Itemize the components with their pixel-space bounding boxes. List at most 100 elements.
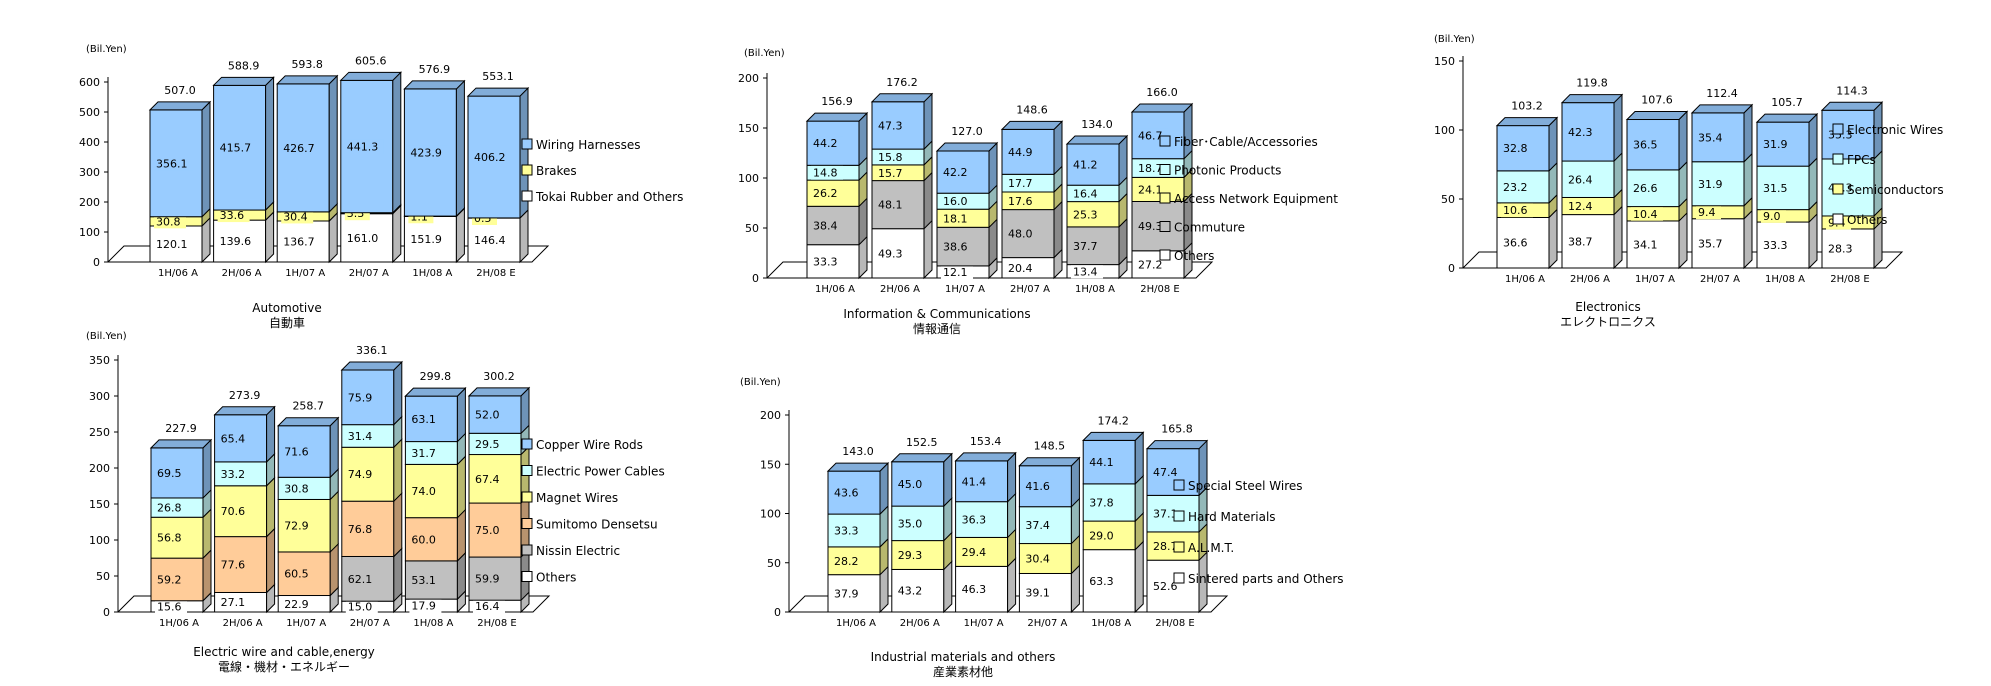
bar-total-label: 553.1 (482, 70, 514, 83)
bar-total-label: 103.2 (1511, 100, 1543, 113)
y-tick-label: 200 (79, 196, 100, 209)
x-tick-label: 2H/07 A (1700, 274, 1740, 285)
bar-total-label: 165.8 (1161, 423, 1193, 436)
data-label-bg (409, 598, 442, 613)
bar-top (826, 462, 890, 472)
legend: Special Steel Wires Hard Materials A.L.M.T… (1173, 479, 1344, 586)
legend-swatch (521, 138, 533, 150)
x-tick-label: 2H/06 A (900, 618, 940, 629)
legend-swatch (1173, 572, 1185, 584)
bar-segment-side (329, 416, 339, 479)
data-label: 26.2 (813, 187, 838, 200)
data-label-bg (218, 431, 251, 446)
data-label: 37.1 (1153, 508, 1178, 521)
data-label: 46.3 (962, 583, 987, 596)
data-label: 60.5 (284, 568, 309, 581)
legend-swatch (1832, 183, 1844, 195)
x-tick-label: 2H/08 E (1155, 618, 1194, 629)
data-label: 28.7 (1153, 540, 1178, 553)
legend-swatch (521, 164, 533, 176)
unit-label: (Bil.Yen) (86, 44, 127, 55)
bar-total-label: 114.3 (1836, 84, 1868, 97)
x-tick-label: 2H/08 E (1830, 274, 1869, 285)
data-label: 65.4 (221, 432, 246, 445)
unit-label: (Bil.Yen) (1434, 34, 1475, 45)
data-label: 77.6 (221, 559, 246, 572)
data-label-bg (1631, 181, 1663, 196)
data-label-bg (155, 465, 187, 480)
bar-segment-side (923, 219, 933, 280)
legend-label: Wiring Harnesses (536, 138, 640, 152)
bar-total-label: 588.9 (228, 59, 260, 72)
data-label: 56.8 (157, 532, 182, 545)
legend-swatch (1159, 192, 1171, 204)
bar-total-label: 258.7 (292, 400, 324, 413)
data-label-bg (281, 234, 321, 249)
y-tick-label: 100 (89, 534, 110, 547)
data-label: 37.9 (834, 587, 859, 600)
data-label-bg (876, 246, 908, 261)
data-label-bg (155, 599, 187, 614)
chart-automotive: 0 100 200 300 400 500 600 (Bil.Yen) 120.1 30.8 356… (79, 44, 683, 330)
data-label: 17.6 (1008, 195, 1033, 208)
bar-total-label: 507.0 (164, 84, 196, 97)
chart-electric-wire: 0 50 100 150 200 250 300 350 (Bil.Yen) 15.6 59.2 56… (86, 331, 665, 674)
data-label-bg (1023, 518, 1056, 533)
x-tick-label: 2H/06 A (880, 284, 920, 295)
y-tick-label: 0 (93, 256, 100, 269)
x-tick-label: 2H/08 E (477, 618, 516, 629)
legend-label: Magnet Wires (536, 491, 618, 505)
data-label-bg (941, 211, 973, 226)
bar-total-label: 176.2 (886, 76, 918, 89)
data-label: 44.2 (813, 137, 838, 150)
data-label: 52.0 (475, 409, 500, 422)
y-tick-label: 200 (738, 72, 759, 85)
unit-label: (Bil.Yen) (86, 331, 127, 342)
data-label: 15.0 (348, 601, 373, 614)
data-label: 49.3 (878, 247, 903, 260)
bar-top (1018, 457, 1081, 467)
data-label-bg (811, 165, 843, 180)
data-label-bg (1087, 528, 1120, 543)
legend-swatch (1159, 135, 1171, 147)
data-label-bg (811, 186, 843, 201)
data-label-bg (218, 595, 251, 610)
data-label-bg (217, 208, 250, 223)
chart-industrial: 0 50 100 150 200 (Bil.Yen) 37.9 28.2 33.3 43.6 143… (740, 377, 1344, 679)
data-label: 33.3 (1763, 239, 1788, 252)
x-tick-label: 2H/07 A (350, 618, 390, 629)
data-label: 36.6 (1503, 237, 1528, 250)
bar-total-label: 148.5 (1034, 440, 1066, 453)
legend-swatch (1832, 153, 1844, 165)
data-label-bg (154, 236, 193, 251)
x-tick-label: 1H/08 A (1091, 618, 1131, 629)
bar-segment-side (943, 560, 953, 614)
data-label: 34.1 (1633, 238, 1658, 251)
y-tick-label: 0 (103, 606, 110, 619)
data-label-bg (959, 544, 992, 559)
legend-label: Commuture (1174, 221, 1245, 235)
data-label: 48.1 (878, 199, 903, 212)
bar-segment-side (266, 527, 276, 594)
x-tick-label: 1H/07 A (285, 268, 325, 279)
data-label-bg (1023, 551, 1056, 566)
data-label: 39.1 (1025, 587, 1050, 600)
data-label: 30.8 (284, 482, 309, 495)
y-tick-label: 100 (79, 226, 100, 239)
bar-total-label: 134.0 (1081, 118, 1113, 131)
data-label-bg (345, 599, 378, 614)
bar-total-label: 107.6 (1641, 94, 1673, 107)
data-label: 36.5 (1633, 139, 1658, 152)
data-label: 74.0 (411, 485, 436, 498)
data-label-bg (1696, 236, 1728, 251)
bar-segment-side (1053, 120, 1063, 176)
bar-total-label: 156.9 (821, 95, 853, 108)
data-label: 72.9 (284, 520, 309, 533)
legend-swatch (1832, 123, 1844, 135)
data-label-bg (1087, 495, 1120, 510)
bar-total-label: 105.7 (1771, 96, 1803, 109)
y-tick-label: 300 (79, 166, 100, 179)
data-label: 35.7 (1698, 237, 1723, 250)
bar-top (1000, 120, 1064, 130)
bar-top (404, 387, 467, 397)
